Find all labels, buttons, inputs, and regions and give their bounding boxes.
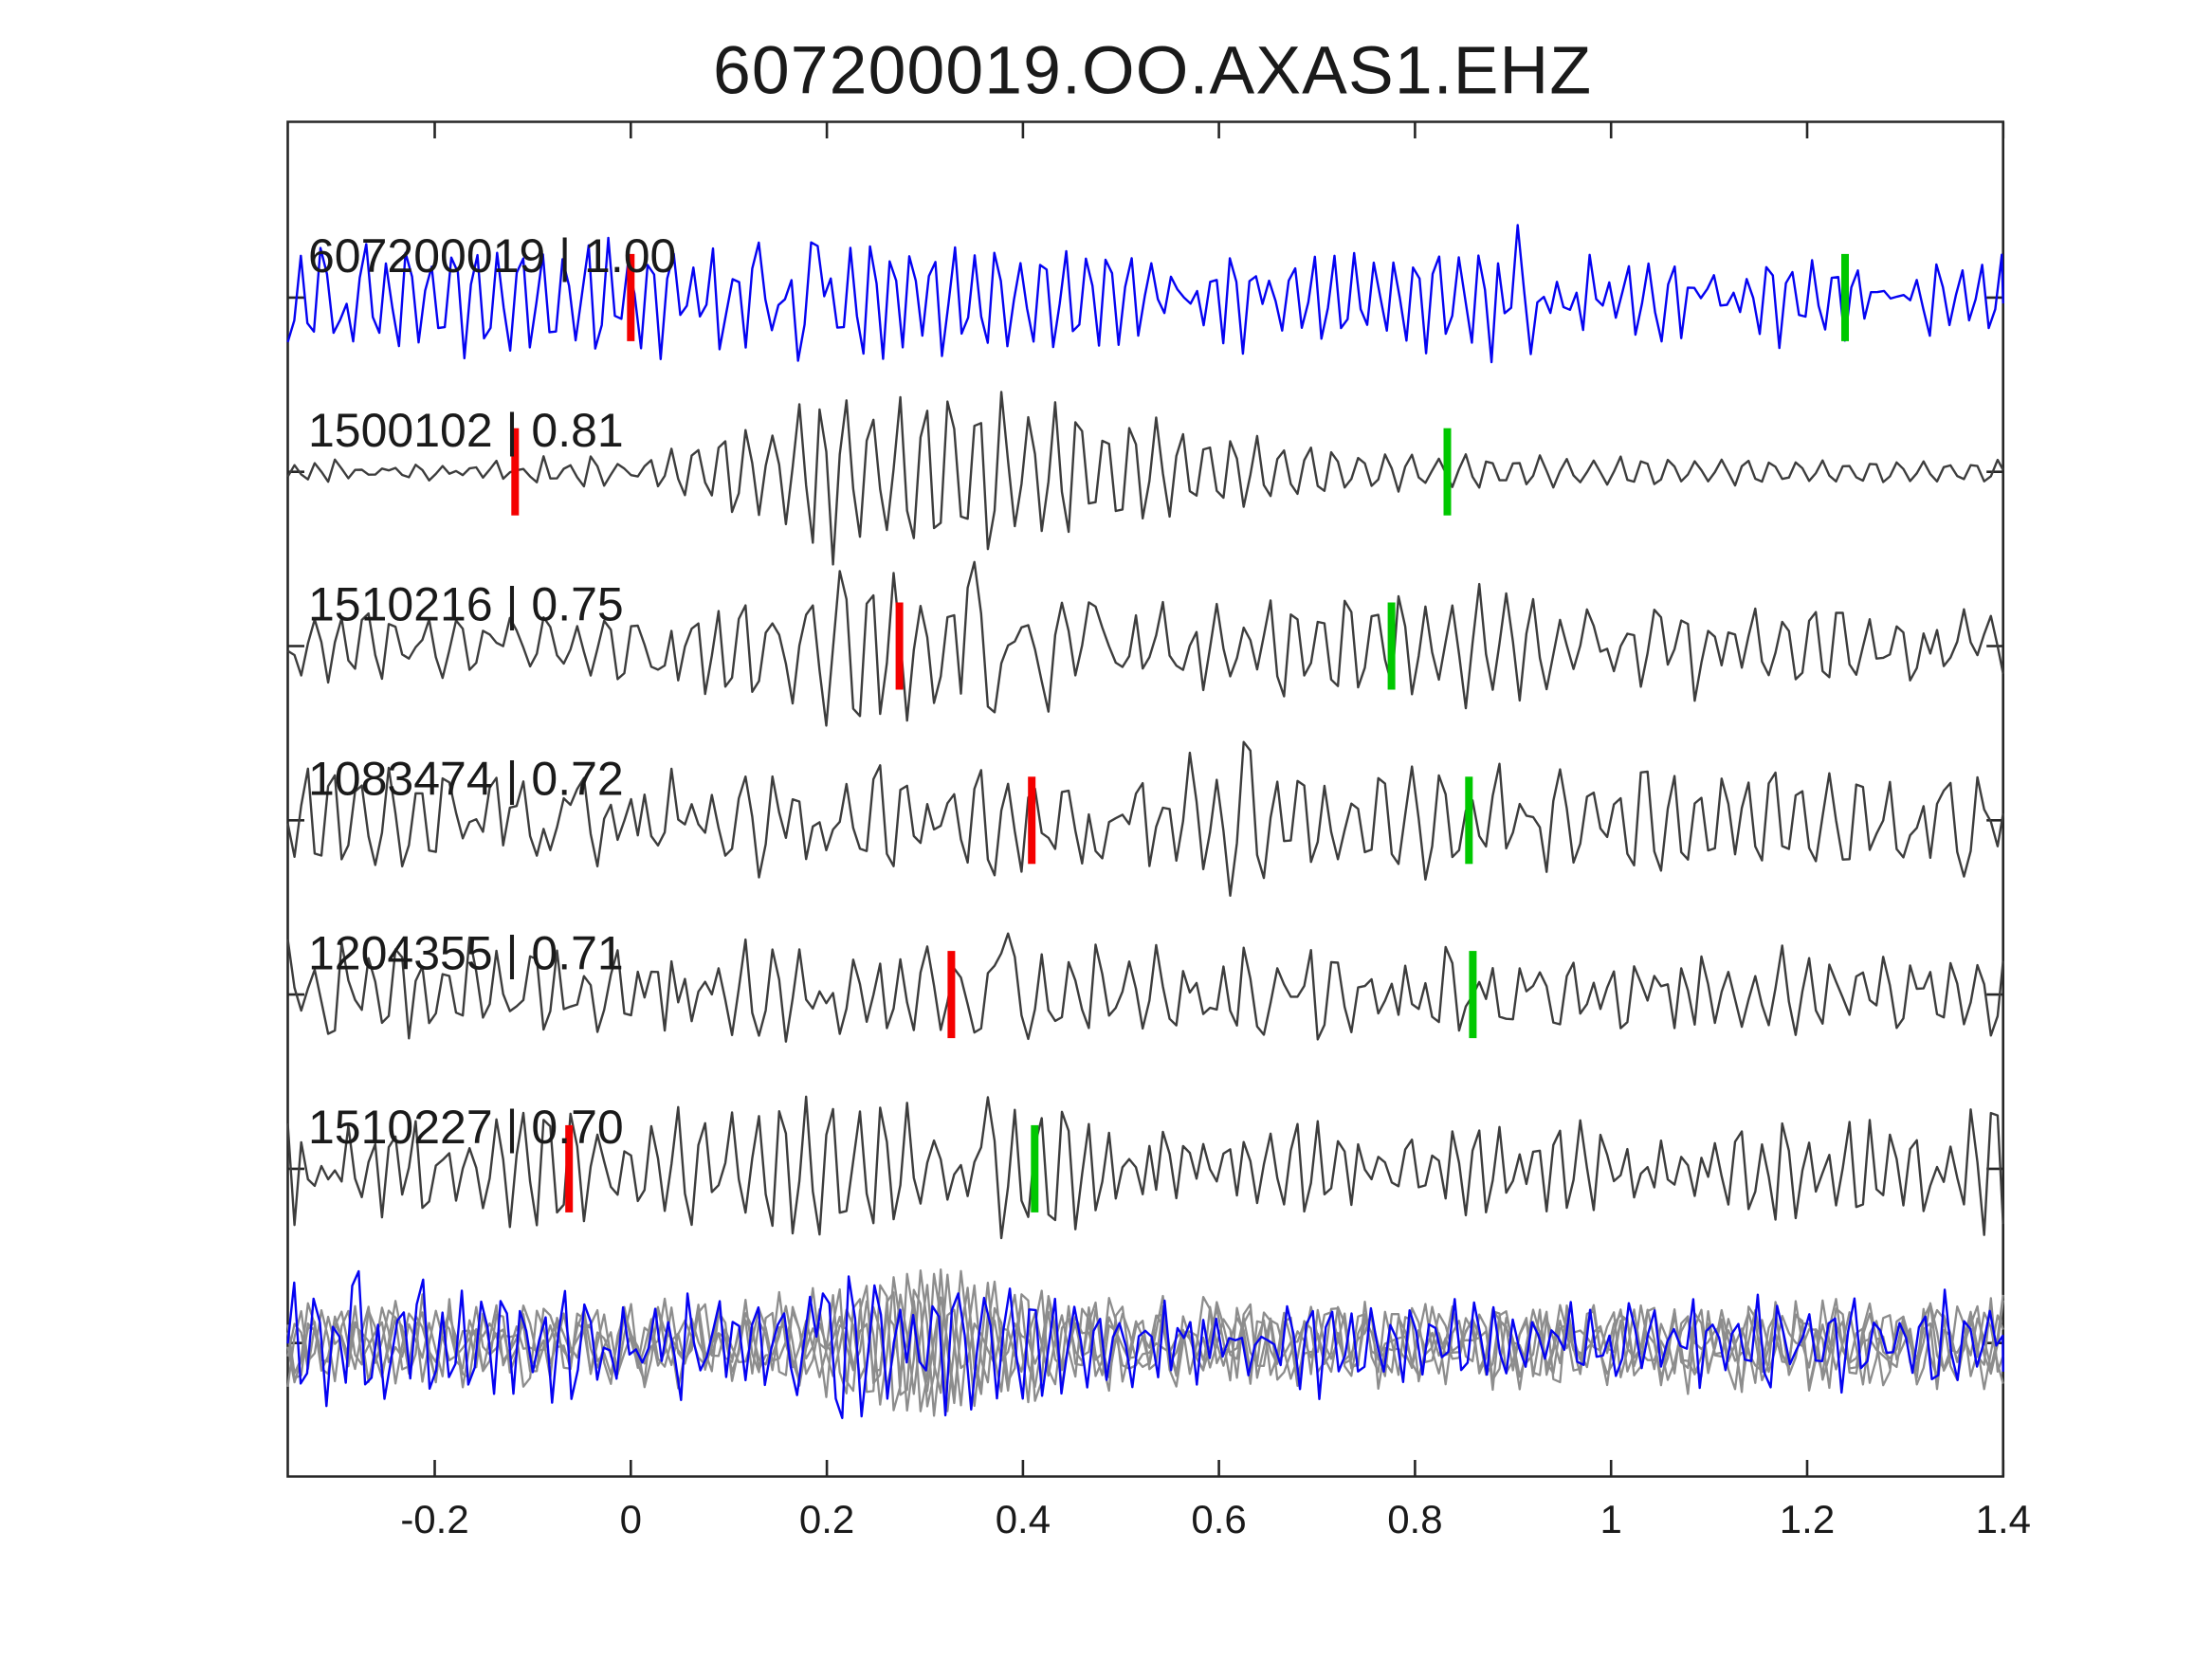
svg-text:1: 1 <box>1600 1497 1622 1541</box>
svg-text:607200019 | 1.00: 607200019 | 1.00 <box>308 229 676 283</box>
svg-text:1204355 | 0.71: 1204355 | 0.71 <box>308 926 624 979</box>
svg-text:1083474 | 0.72: 1083474 | 0.72 <box>308 753 624 806</box>
svg-text:1.2: 1.2 <box>1780 1497 1835 1541</box>
svg-text:1500102 | 0.81: 1500102 | 0.81 <box>308 404 624 457</box>
svg-text:-0.2: -0.2 <box>400 1497 468 1541</box>
svg-text:0.6: 0.6 <box>1191 1497 1246 1541</box>
svg-text:0: 0 <box>620 1497 642 1541</box>
svg-text:1510216 | 0.75: 1510216 | 0.75 <box>308 578 624 631</box>
svg-text:0.2: 0.2 <box>799 1497 854 1541</box>
svg-text:0.8: 0.8 <box>1387 1497 1442 1541</box>
svg-text:607200019.OO.AXAS1.EHZ: 607200019.OO.AXAS1.EHZ <box>713 33 1591 109</box>
svg-text:1510227 | 0.70: 1510227 | 0.70 <box>308 1101 624 1154</box>
svg-text:1.4: 1.4 <box>1976 1497 2031 1541</box>
svg-text:0.4: 0.4 <box>996 1497 1051 1541</box>
